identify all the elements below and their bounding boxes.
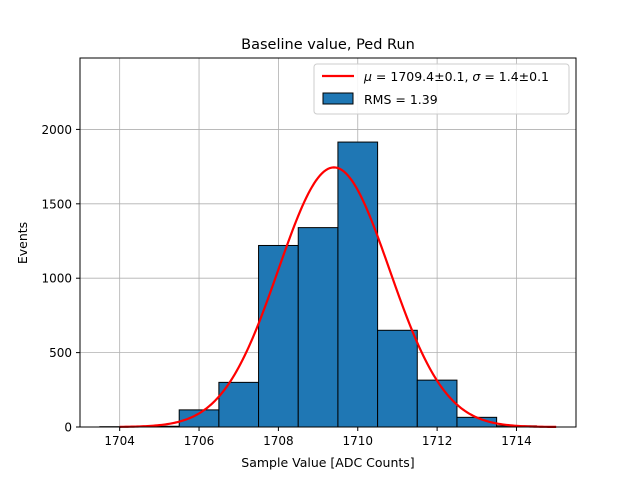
- y-tick-label: 500: [49, 346, 72, 360]
- legend-mu-symbol: μ: [363, 69, 372, 84]
- legend-sigma-value: = 1.4±0.1: [480, 69, 549, 84]
- legend-box: [313, 63, 570, 115]
- x-tick-label: 1706: [184, 434, 215, 448]
- legend-hist-label: RMS = 1.39: [364, 92, 438, 107]
- histogram-bar: [377, 329, 418, 428]
- y-axis-ticks: 0 500 1000 1500 2000: [41, 123, 80, 435]
- gaussian-fit-curve: [119, 166, 557, 429]
- legend-fit-label: μ = 1709.4±0.1, σ = 1.4±0.1: [363, 69, 549, 84]
- y-tick-label: 0: [64, 421, 72, 435]
- histogram-bars: [99, 141, 537, 428]
- x-tick-label: 1710: [342, 434, 373, 448]
- chart-title: Baseline value, Ped Run: [241, 37, 415, 53]
- y-tick-label: 1000: [41, 272, 72, 286]
- legend: μ = 1709.4±0.1, σ = 1.4±0.1 RMS = 1.39: [313, 63, 570, 115]
- legend-mu-value: = 1709.4±0.1,: [372, 69, 472, 84]
- y-axis-label: Events: [15, 222, 30, 264]
- histogram-bar: [416, 379, 458, 428]
- x-tick-label: 1712: [422, 434, 453, 448]
- legend-sigma-symbol: σ: [472, 69, 481, 84]
- histogram-bar: [258, 244, 299, 428]
- x-tick-label: 1714: [501, 434, 532, 448]
- x-axis-ticks: 1704 1706 1708 1710 1712 1714: [104, 427, 532, 448]
- histogram-bar: [297, 227, 339, 428]
- x-axis-label: Sample Value [ADC Counts]: [241, 455, 414, 470]
- histogram-bar: [337, 141, 379, 428]
- plot-frame: [79, 57, 577, 428]
- x-tick-label: 1704: [104, 434, 135, 448]
- x-tick-label: 1708: [263, 434, 294, 448]
- legend-hist-swatch: [322, 92, 354, 105]
- y-tick-label: 2000: [41, 123, 72, 137]
- y-tick-label: 1500: [41, 197, 72, 211]
